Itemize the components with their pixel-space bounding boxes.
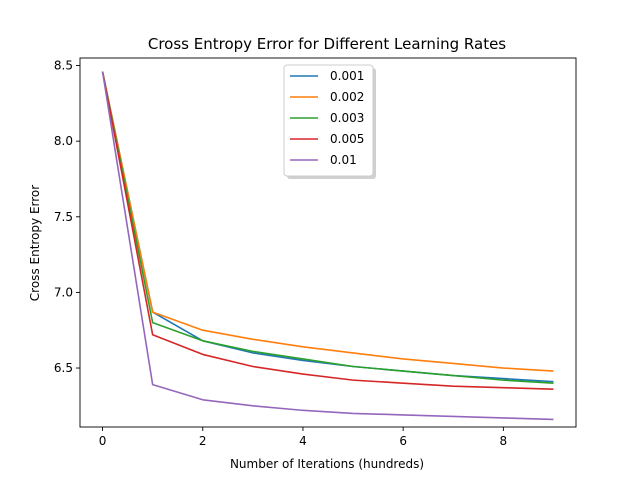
x-tick-label: 2: [199, 434, 207, 448]
x-tick-label: 0: [99, 434, 107, 448]
legend-box: [283, 64, 374, 177]
y-tick-label: 7.0: [54, 285, 73, 299]
x-tick-label: 8: [500, 434, 508, 448]
legend: 0.001 0.002 0.003 0.005 0.01: [283, 64, 376, 179]
axes: 0 2 4 6 8 6.5 7.0 7.5 8.0 8.5: [54, 57, 577, 448]
chart-title: Cross Entropy Error for Different Learni…: [148, 35, 506, 53]
series-line-0.005: [101, 71, 554, 390]
axes-frame: [79, 57, 577, 428]
series-line-0.01: [101, 71, 554, 421]
x-tick-label: 6: [399, 434, 407, 448]
legend-label: 0.003: [330, 111, 364, 125]
y-axis-label: Cross Entropy Error: [28, 185, 42, 301]
legend-label: 0.002: [330, 90, 364, 104]
x-tick-label: 4: [299, 434, 307, 448]
legend-label: 0.01: [330, 153, 357, 167]
series-line-0.003: [101, 71, 554, 384]
y-tick-label: 8.0: [54, 134, 73, 148]
y-tick-label: 7.5: [54, 210, 73, 224]
series-layer: [101, 71, 554, 421]
legend-label: 0.001: [330, 69, 364, 83]
y-tick-label: 8.5: [54, 59, 73, 73]
y-tick-label: 6.5: [54, 361, 73, 375]
series-line-0.002: [101, 71, 554, 372]
legend-label: 0.005: [330, 132, 364, 146]
x-axis-label: Number of Iterations (hundreds): [230, 457, 424, 471]
